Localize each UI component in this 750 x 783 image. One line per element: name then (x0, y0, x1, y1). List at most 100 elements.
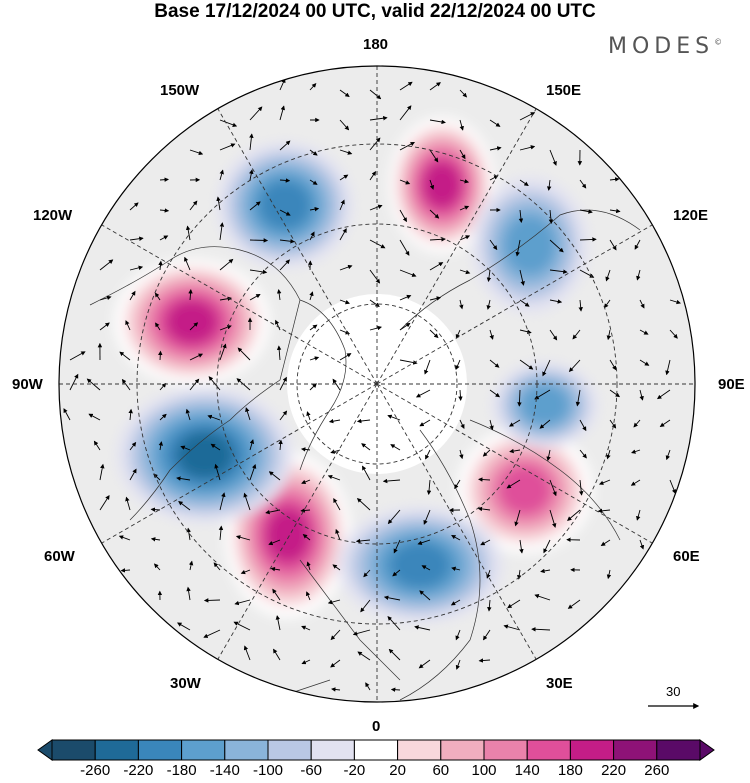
wind-arrow (309, 383, 317, 391)
wind-arrow (188, 560, 194, 571)
wind-arrow (219, 258, 234, 271)
lon-label-30w: 30W (170, 675, 201, 692)
wind-arrow (421, 565, 431, 571)
wind-arrow (275, 615, 281, 631)
wind-arrow (128, 408, 133, 421)
colorbar-cell (526, 739, 571, 761)
wind-arrow (249, 269, 268, 275)
wind-arrow (363, 569, 371, 578)
brand-mark: © (714, 37, 723, 47)
wind-arrow (339, 353, 352, 361)
colorbar-tick-label: 60 (432, 762, 450, 779)
map-title: Base 17/12/2024 00 UTC, valid 22/12/2024… (154, 1, 596, 22)
wind-arrow (519, 329, 532, 334)
wind-arrow (300, 508, 311, 513)
colorbar-tick-label: 100 (471, 762, 497, 779)
wind-arrow (634, 239, 641, 250)
wind-arrow (207, 414, 221, 421)
wind-arrow (459, 89, 468, 98)
wind-arrow (158, 441, 164, 451)
wind-arrow (154, 292, 161, 301)
anomaly-negative-s-level-4 (389, 542, 451, 588)
colorbar-cell (51, 739, 96, 761)
wind-arrow (63, 408, 71, 421)
wind-arrow (119, 351, 131, 361)
wind-arrow (518, 209, 524, 224)
wind-arrow (598, 479, 611, 485)
wind-arrow (489, 419, 494, 431)
wind-arrow (519, 269, 525, 286)
wind-arrow (429, 209, 440, 219)
wind-arrow (549, 329, 558, 341)
wind-arrow (240, 569, 251, 575)
wind-arrow (159, 177, 169, 182)
wind-arrow (155, 322, 161, 331)
lon-label-30e: 30E (546, 675, 573, 692)
wind-arrow (425, 449, 431, 460)
wind-arrow (185, 225, 191, 241)
wind-arrow (600, 539, 611, 546)
colorbar-tick-label: -100 (252, 762, 284, 779)
wind-arrow (665, 359, 671, 376)
colorbar-low-end (37, 739, 53, 761)
colorbar-cell (137, 739, 183, 761)
wind-arrow (578, 479, 584, 496)
wind-arrow (429, 149, 439, 163)
wind-arrow (543, 539, 551, 554)
wind-arrow (355, 538, 371, 544)
wind-arrow (339, 264, 353, 271)
wind-arrow (276, 289, 282, 301)
wind-arrow (159, 235, 169, 241)
wind-arrow (150, 537, 161, 542)
lon-label-90e: 90E (718, 376, 745, 393)
wind-arrow (506, 479, 521, 489)
colorbar-cell (656, 739, 701, 761)
wind-arrow (489, 329, 494, 340)
wind-arrow (451, 566, 461, 572)
wind-arrow (279, 410, 288, 421)
wind-arrow (189, 353, 204, 361)
wind-arrow (417, 539, 431, 545)
wind-arrow (606, 569, 612, 580)
wind-arrow (399, 239, 410, 256)
wind-arrow (639, 539, 645, 550)
wind-arrow (503, 624, 521, 631)
anomaly-negative-n-west-level-4 (259, 180, 311, 230)
wind-arrow (129, 290, 136, 301)
wind-arrow (214, 463, 221, 481)
wind-arrow (399, 269, 417, 277)
wind-arrow (415, 389, 431, 398)
wind-arrow (249, 106, 263, 121)
wind-arrow (279, 78, 286, 91)
wind-arrow (178, 500, 191, 511)
wind-arrow (567, 509, 581, 521)
wind-arrow (265, 509, 281, 515)
wind-arrow (508, 419, 521, 427)
wind-arrow (636, 269, 641, 281)
wind-arrow (388, 648, 401, 661)
wind-arrow (69, 373, 79, 391)
wind-arrow (327, 599, 341, 605)
wind-arrow (339, 119, 350, 131)
wind-arrow (548, 209, 554, 224)
wind-arrow (455, 359, 461, 371)
wind-arrow (332, 378, 341, 391)
wind-arrow (219, 325, 232, 331)
wind-arrow (243, 492, 251, 511)
wind-arrow (487, 599, 492, 612)
wind-arrow (459, 449, 464, 460)
wind-arrow (399, 294, 412, 301)
wind-arrow (568, 359, 581, 373)
wind-arrow (489, 389, 501, 398)
wind-arrow (279, 105, 286, 121)
wind-arrow (659, 419, 671, 427)
wind-arrow (219, 222, 225, 241)
wind-arrow (399, 141, 415, 151)
wind-arrow (86, 378, 101, 391)
wind-arrow (639, 329, 649, 335)
colorbar-tick-label: 220 (601, 762, 627, 779)
wind-arrow (121, 378, 131, 391)
wind-arrow (383, 595, 401, 601)
colorbar-tick-label: 20 (389, 762, 406, 779)
wind-arrow (489, 146, 502, 151)
